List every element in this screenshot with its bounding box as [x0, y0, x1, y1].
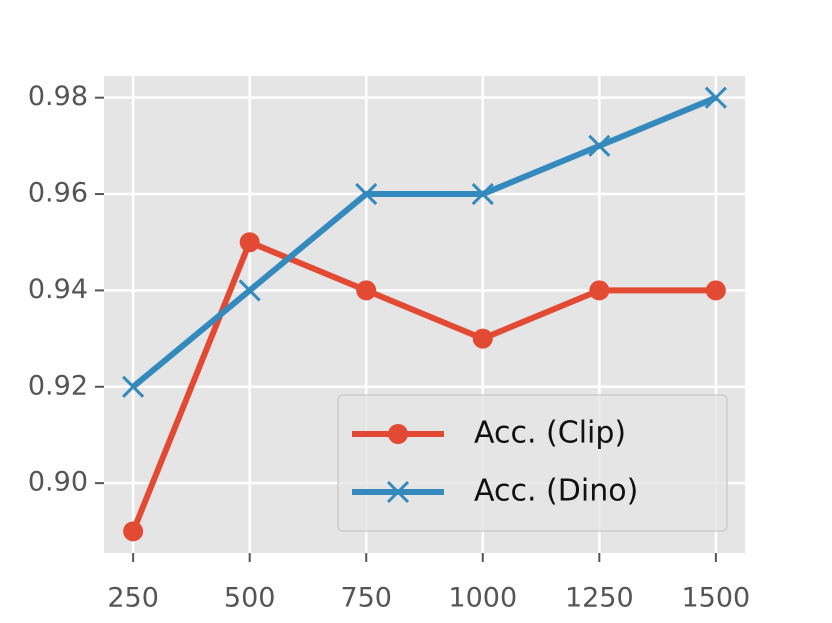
- x-tick-label: 1250: [565, 583, 634, 614]
- legend-box: [337, 394, 728, 532]
- data-point: [239, 232, 260, 253]
- data-point: [704, 86, 727, 109]
- series-line: [131, 94, 718, 390]
- data-point: [355, 182, 378, 206]
- data-point: [705, 280, 726, 301]
- x-tick-label: 750: [340, 583, 392, 614]
- y-tick-label: 0.96: [28, 178, 88, 209]
- legend-marker: [386, 480, 410, 504]
- data-point: [472, 328, 493, 349]
- x-tick-label: 250: [107, 583, 159, 614]
- legend: Acc. (Clip) Acc. (Dino): [337, 394, 728, 532]
- data-point: [588, 134, 611, 157]
- data-point: [589, 280, 610, 301]
- y-tick-label: 0.92: [28, 370, 88, 401]
- data-point: [123, 521, 144, 542]
- legend-marker: [388, 424, 408, 444]
- data-point: [122, 375, 145, 398]
- legend-label: Acc. (Clip): [474, 416, 626, 451]
- x-tick-label: 500: [224, 583, 276, 614]
- x-tick-label: 1500: [682, 583, 751, 614]
- series-line: [130, 239, 716, 533]
- data-point: [356, 280, 377, 301]
- legend-label: Acc. (Dino): [474, 474, 638, 509]
- data-point: [471, 182, 494, 206]
- y-tick-label: 0.94: [28, 274, 88, 305]
- y-tick-label: 0.90: [28, 467, 88, 498]
- data-point: [238, 279, 261, 302]
- y-tick-label: 0.98: [28, 81, 88, 112]
- x-tick-label: 1000: [448, 583, 517, 614]
